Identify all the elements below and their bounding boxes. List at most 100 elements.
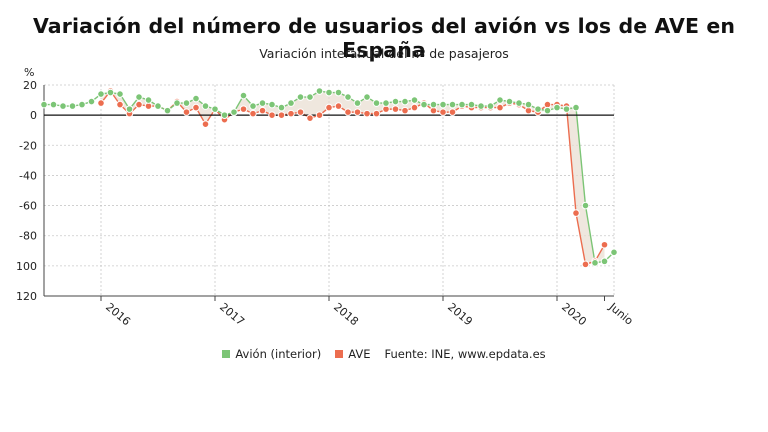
point-avion xyxy=(315,87,324,95)
legend-swatch-ave xyxy=(335,350,344,358)
point-ave xyxy=(287,109,295,118)
point-avion xyxy=(87,97,96,106)
point-avion xyxy=(600,257,609,266)
point-avion xyxy=(201,102,210,110)
y-tick-label: 20 xyxy=(23,79,37,92)
x-tick-label: 2020 xyxy=(559,300,589,328)
point-avion xyxy=(277,103,286,112)
point-avion xyxy=(534,105,542,113)
point-ave xyxy=(296,108,305,116)
y-tick-label: -40 xyxy=(19,169,37,182)
legend-item-avion[interactable]: Avión (interior) xyxy=(222,347,321,361)
point-avion xyxy=(420,100,428,109)
legend-label-avion: Avión (interior) xyxy=(235,347,322,361)
point-avion xyxy=(467,100,476,109)
point-avion xyxy=(306,93,314,101)
point-avion xyxy=(154,102,162,110)
point-ave xyxy=(239,105,248,113)
point-avion xyxy=(220,111,229,119)
point-avion xyxy=(287,99,295,107)
point-ave xyxy=(315,111,324,119)
x-tick-label: 2018 xyxy=(331,300,361,328)
point-ave xyxy=(97,99,105,107)
point-avion xyxy=(562,105,571,113)
y-tick-label: 100 xyxy=(16,260,37,273)
point-avion xyxy=(249,102,257,110)
point-avion xyxy=(353,99,362,107)
point-ave xyxy=(448,108,457,116)
point-ave xyxy=(572,209,580,217)
point-ave xyxy=(581,260,590,269)
point-avion xyxy=(486,102,495,110)
point-ave xyxy=(135,100,143,109)
point-ave xyxy=(116,100,124,109)
point-avion xyxy=(325,88,333,97)
point-ave xyxy=(372,109,381,118)
point-avion xyxy=(439,100,447,109)
legend: Avión (interior) AVE Fuente: INE, www.ep… xyxy=(0,347,768,361)
point-avion xyxy=(163,106,172,115)
x-tick-label: 2016 xyxy=(103,300,133,328)
point-avion xyxy=(429,100,438,109)
point-ave xyxy=(391,105,400,113)
point-avion xyxy=(401,97,409,106)
x-tick-label: Junio xyxy=(606,300,636,328)
point-avion xyxy=(458,100,466,109)
point-ave xyxy=(192,103,200,112)
point-avion xyxy=(505,97,514,106)
point-avion xyxy=(173,99,181,107)
point-avion xyxy=(572,103,580,112)
point-avion xyxy=(344,93,352,101)
point-avion xyxy=(363,93,371,101)
point-avion xyxy=(125,105,134,113)
point-avion xyxy=(116,90,124,98)
point-ave xyxy=(344,108,352,116)
point-avion xyxy=(591,259,599,267)
chart-subtitle: Variación interanual del nº de pasajeros xyxy=(259,46,509,61)
point-avion xyxy=(372,99,381,107)
point-avion xyxy=(192,94,200,103)
point-ave xyxy=(363,109,371,118)
point-avion xyxy=(581,201,590,210)
point-ave xyxy=(439,108,447,116)
legend-swatch-avion xyxy=(222,350,231,358)
point-ave xyxy=(306,114,314,122)
point-avion xyxy=(258,99,267,107)
point-ave xyxy=(353,108,362,116)
point-ave xyxy=(410,103,419,112)
point-avion xyxy=(496,96,504,104)
point-avion xyxy=(410,96,419,104)
y-axis-unit: % xyxy=(24,66,35,79)
point-avion xyxy=(182,99,191,107)
point-avion xyxy=(382,99,390,107)
point-avion xyxy=(515,99,523,107)
point-ave xyxy=(277,111,286,119)
legend-item-ave[interactable]: AVE xyxy=(335,347,371,361)
point-avion xyxy=(144,96,153,104)
point-avion xyxy=(477,102,485,110)
point-avion xyxy=(106,88,115,97)
point-ave xyxy=(201,120,210,128)
area-between-series xyxy=(101,91,605,265)
y-tick-label: 0 xyxy=(30,109,37,122)
point-ave xyxy=(334,102,343,110)
point-avion xyxy=(334,88,343,97)
point-ave xyxy=(182,108,191,116)
point-ave xyxy=(325,103,333,112)
point-avion xyxy=(610,248,618,257)
y-tick-label: -80 xyxy=(19,230,37,243)
y-tick-label: 120 xyxy=(16,290,37,303)
point-avion xyxy=(78,100,86,109)
point-ave xyxy=(249,109,257,118)
point-avion xyxy=(524,100,533,109)
y-tick-label: -20 xyxy=(19,139,37,152)
point-avion xyxy=(230,108,238,116)
legend-label-ave: AVE xyxy=(348,347,371,361)
point-avion xyxy=(391,97,400,106)
point-avion xyxy=(97,90,105,98)
point-avion xyxy=(211,105,219,113)
point-ave xyxy=(258,106,267,115)
point-avion xyxy=(543,106,552,115)
y-tick-label: -60 xyxy=(19,200,37,213)
point-avion xyxy=(239,91,248,100)
